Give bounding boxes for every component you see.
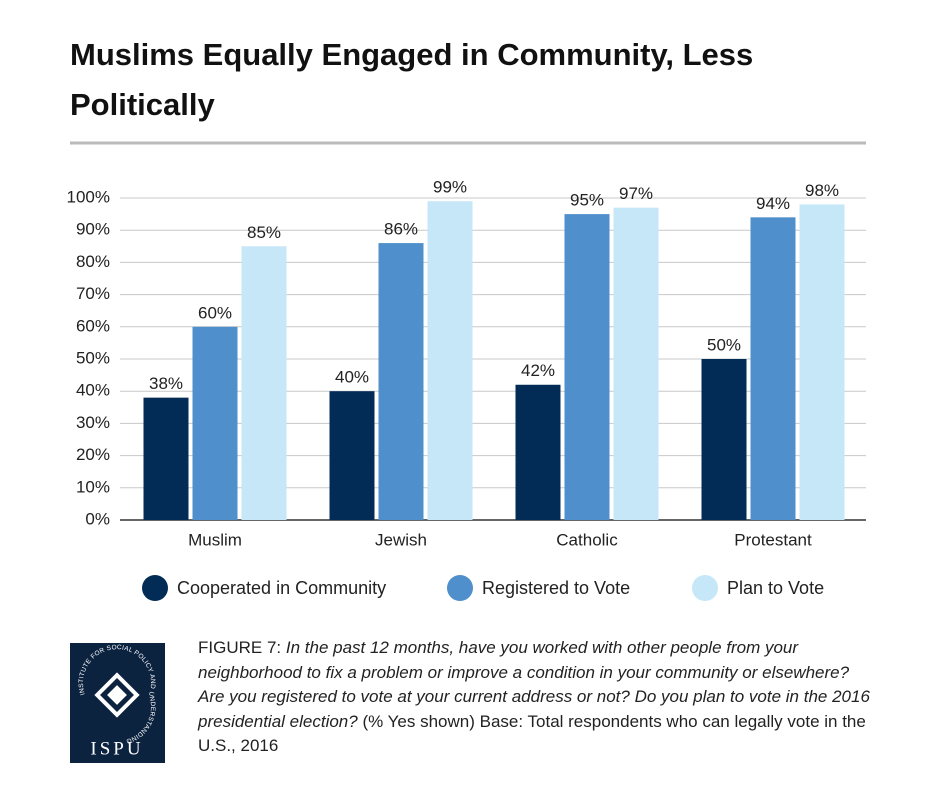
logo-diamond <box>94 672 140 718</box>
bar <box>564 214 610 520</box>
value-label: 38% <box>149 374 183 393</box>
legend-label: Cooperated in Community <box>177 578 386 598</box>
value-label: 86% <box>384 220 418 239</box>
value-label: 97% <box>619 184 653 203</box>
bar <box>515 384 561 520</box>
logo-name: ISPU <box>90 738 143 759</box>
caption-note: (% Yes shown) Base: Total respondents wh… <box>198 711 866 756</box>
bar <box>613 207 659 520</box>
y-tick-label: 20% <box>76 445 110 464</box>
y-tick-label: 40% <box>76 381 110 400</box>
y-tick-label: 90% <box>76 220 110 239</box>
bar <box>329 391 375 520</box>
caption-figure: FIGURE 7: <box>198 638 282 657</box>
y-tick-label: 70% <box>76 284 110 303</box>
value-label: 60% <box>198 303 232 322</box>
y-tick-label: 0% <box>85 509 110 528</box>
legend-label: Registered to Vote <box>482 578 630 598</box>
value-label: 42% <box>521 361 555 380</box>
y-tick-label: 80% <box>76 252 110 271</box>
caption: FIGURE 7: In the past 12 months, have yo… <box>198 636 870 759</box>
y-tick-label: 30% <box>76 413 110 432</box>
legend-marker <box>142 575 168 601</box>
bar <box>750 217 796 520</box>
x-tick-label: Jewish <box>375 530 427 549</box>
legend-label: Plan to Vote <box>727 578 824 598</box>
value-label: 98% <box>805 181 839 200</box>
value-label: 40% <box>335 368 369 387</box>
value-label: 95% <box>570 191 604 210</box>
bar <box>378 243 424 520</box>
y-tick-label: 10% <box>76 477 110 496</box>
value-label: 94% <box>756 194 790 213</box>
bar <box>427 201 473 520</box>
x-tick-label: Muslim <box>188 530 242 549</box>
logo: INSTITUTE FOR SOCIAL POLICY AND UNDERSTA… <box>70 643 165 763</box>
caption-question: In the past 12 months, have you worked w… <box>198 638 870 731</box>
value-label: 85% <box>247 223 281 242</box>
x-tick-label: Catholic <box>556 530 618 549</box>
y-tick-label: 60% <box>76 316 110 335</box>
bar <box>143 397 189 520</box>
value-label: 99% <box>433 178 467 197</box>
y-tick-label: 100% <box>67 187 110 206</box>
bar <box>241 246 287 521</box>
bar <box>799 204 845 520</box>
legend-marker <box>447 575 473 601</box>
chart-title: Muslims Equally Engaged in Community, Le… <box>70 37 754 122</box>
bar <box>192 326 238 520</box>
bar <box>701 359 747 520</box>
y-tick-label: 50% <box>76 348 110 367</box>
legend-marker <box>692 575 718 601</box>
x-tick-label: Protestant <box>734 530 812 549</box>
value-label: 50% <box>707 335 741 354</box>
